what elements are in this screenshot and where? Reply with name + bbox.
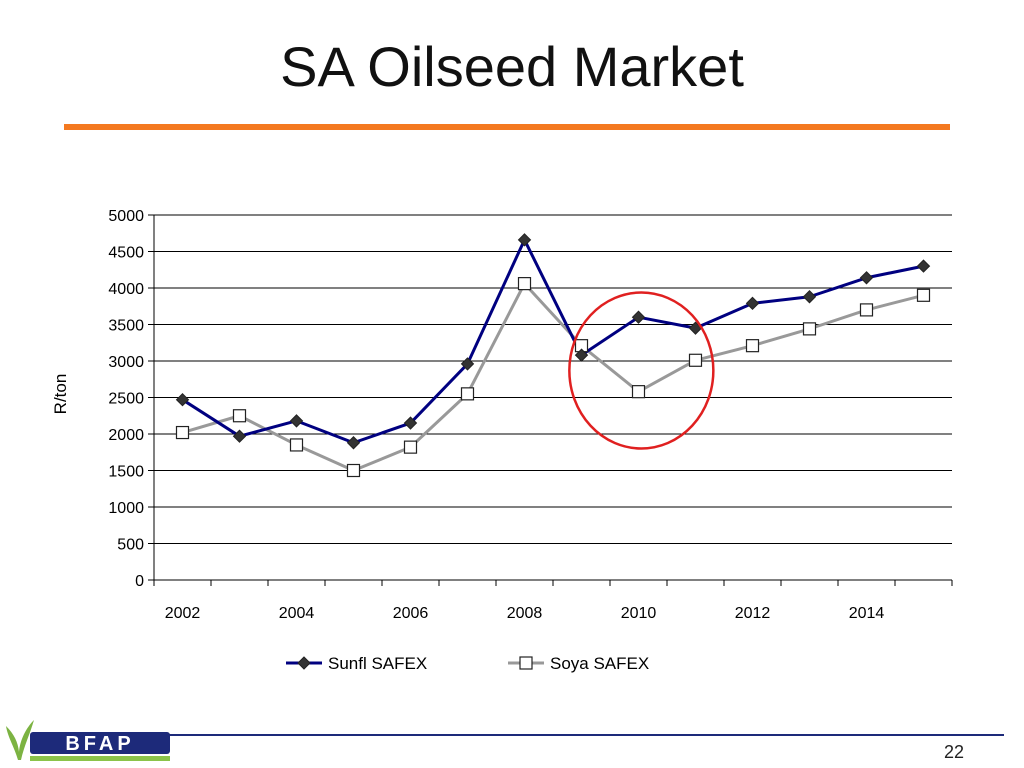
legend-swatch-marker [297,656,311,670]
data-point [745,339,760,353]
data-point [403,416,418,430]
x-tick-label: 2008 [507,605,543,622]
data-point [175,425,190,440]
data-point [916,288,931,302]
highlight-circle [568,291,715,450]
data-point [460,357,475,371]
chart-series [175,233,931,478]
y-tick-label: 2000 [108,427,144,444]
data-point [631,385,646,399]
x-tick-label: 2014 [849,605,885,622]
y-tick-label: 1500 [108,464,144,481]
legend-label: Sunfl SAFEX [328,654,427,673]
page-number: 22 [943,742,964,762]
x-tick-label: 2010 [621,605,657,622]
data-point [859,303,874,317]
legend-swatch-marker [519,656,533,670]
chart-axes: 0 500 1000 1500 2000 2500 3000 3500 4000 4500 5000… [108,208,953,622]
bfap-logo: BFAP [6,720,170,761]
data-point [574,348,589,362]
footer-rule [160,734,1004,736]
data-point [517,233,532,247]
line-chart: 0 500 1000 1500 2000 2500 3000 3500 4000 4500 5000… [51,208,953,673]
data-point [346,463,361,478]
data-point [232,429,247,443]
y-tick-label: 4000 [108,281,144,298]
data-point [517,277,532,291]
chart-gridlines [154,214,952,581]
svg-text:BFAP: BFAP [65,733,134,755]
legend-label: Soya SAFEX [550,654,649,673]
data-point [802,290,817,304]
y-tick-label: 0 [135,573,144,590]
y-tick-label: 1000 [108,500,144,517]
data-point [802,322,817,336]
x-tick-label: 2002 [165,605,201,622]
data-point [289,414,304,428]
slide-title: SA Oilseed Market [280,35,744,98]
data-point [175,392,190,407]
data-point [403,440,418,454]
data-point [688,353,703,367]
data-point [916,259,931,273]
series-line [182,282,924,472]
title-underline [64,124,950,130]
data-point [289,438,304,452]
x-tick-label: 2012 [735,605,771,622]
y-axis-label: R/ton [51,374,70,415]
data-point [232,409,247,423]
data-point [631,310,646,324]
y-tick-label: 5000 [108,208,144,225]
y-tick-label: 500 [117,537,144,554]
x-tick-label: 2006 [393,605,429,622]
data-point [346,436,361,450]
chart-legend: Sunfl SAFEX Soya SAFEX [286,654,649,673]
x-tick-label: 2004 [279,605,315,622]
data-point [859,271,874,285]
y-tick-label: 3000 [108,354,144,371]
series-line [181,238,924,445]
y-tick-label: 4500 [108,245,144,262]
chart-annotation [568,291,715,450]
data-point [745,296,760,311]
y-tick-label: 2500 [108,391,144,408]
y-tick-label: 3500 [108,318,144,335]
data-point [460,387,475,401]
